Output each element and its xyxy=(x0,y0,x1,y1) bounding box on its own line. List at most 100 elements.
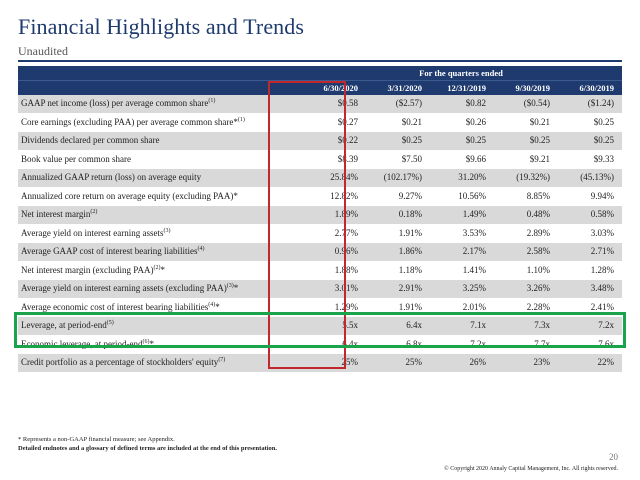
table-row: Leverage, at period-end(5) 5.5x 6.4x 7.1x 7.… xyxy=(18,317,622,336)
table-cell: 1.86% xyxy=(398,246,422,256)
table-cell: 0.96% xyxy=(334,246,358,256)
table-cell: 9.27% xyxy=(398,190,422,201)
table-cell: 2.01% xyxy=(462,301,486,312)
table-row: Core earnings (excluding PAA) per averag… xyxy=(18,114,622,132)
table-cell: 9.94% xyxy=(590,190,614,201)
table-cell: ($2.57) xyxy=(395,98,422,108)
row-endnote-ref: (3) xyxy=(226,283,234,289)
table-row: Economic leverage, at period-end(6)* 6.4x… xyxy=(18,336,622,354)
table-cell: $0.82 xyxy=(465,98,486,108)
row-endnote-ref: (1) xyxy=(208,98,216,104)
table-row: Net interest margin(2) 1.89% 0.18% 1.49% 0.4… xyxy=(18,206,622,225)
row-label-text: Economic leverage, at period-end xyxy=(21,338,143,349)
row-label-text: Dividends declared per common share xyxy=(21,135,160,145)
table-cell: 1.41% xyxy=(462,264,486,275)
row-label-text: Annualized GAAP return (loss) on average… xyxy=(21,172,202,182)
table-cell: $0.21 xyxy=(529,116,550,127)
row-label: Net interest margin (excluding PAA)(2)* xyxy=(21,262,165,280)
column-header: 12/31/2019 xyxy=(447,83,486,93)
table-cell: $7.50 xyxy=(401,153,422,164)
row-endnote-ref: (5) xyxy=(106,320,114,326)
table-cell: 10.56% xyxy=(458,190,486,201)
table-cell: (45.13%) xyxy=(580,172,614,182)
table-cell: $9.21 xyxy=(529,153,550,164)
table-row: Average yield on interest earning assets… xyxy=(18,225,622,243)
row-endnote-ref: (3) xyxy=(163,227,171,234)
table-cell: 6.4x xyxy=(342,338,358,349)
leverage-highlight-box xyxy=(14,312,626,348)
table-cell: 1.88% xyxy=(334,264,358,275)
row-label: Economic leverage, at period-end(6)* xyxy=(21,336,154,354)
table-cell: $0.25 xyxy=(465,135,486,145)
table-cell: 1.91% xyxy=(398,301,422,312)
table-cell: 6.8x xyxy=(406,338,422,349)
table-cell: 25% xyxy=(341,357,359,367)
row-label: Net interest margin(2) xyxy=(21,206,97,224)
table-cell: 3.03% xyxy=(590,227,614,238)
table-cell: 8.85% xyxy=(526,190,550,201)
row-label-text: Average yield on interest earning assets xyxy=(21,227,164,238)
table-cell: 6.4x xyxy=(406,320,422,330)
row-label-text: Credit portfolio as a percentage of stoc… xyxy=(21,357,219,367)
table-cell: $0.25 xyxy=(401,135,422,145)
row-label-text: Average economic cost of interest bearin… xyxy=(21,301,209,312)
column-header: 6/30/2019 xyxy=(579,83,614,93)
row-label: Core earnings (excluding PAA) per averag… xyxy=(21,114,245,132)
table-cell: 2.91% xyxy=(398,283,422,293)
non-gaap-marker: * xyxy=(149,338,154,349)
row-label: Average yield on interest earning assets… xyxy=(21,280,238,298)
table-cell: 2.28% xyxy=(526,301,550,312)
table-cell: 3.48% xyxy=(590,283,614,293)
table-cell: 1.28% xyxy=(590,264,614,275)
table-cell: 7.2x xyxy=(470,338,486,349)
non-gaap-marker: * xyxy=(233,283,239,293)
row-label-text: Core earnings (excluding PAA) per averag… xyxy=(21,116,238,127)
non-gaap-marker: * xyxy=(160,264,165,275)
period-caption: For the quarters ended xyxy=(419,68,503,78)
page-title: Financial Highlights and Trends xyxy=(18,14,305,39)
row-label: Book value per common share xyxy=(21,151,131,169)
row-label: Average economic cost of interest bearin… xyxy=(21,299,220,317)
table-cell: 7.1x xyxy=(470,320,486,330)
table-cell: 0.48% xyxy=(526,209,550,219)
row-endnote-ref: (4) xyxy=(208,301,216,308)
table-row: Average economic cost of interest bearin… xyxy=(18,299,622,317)
table-cell: 7.7x xyxy=(534,338,550,349)
table-cell: 2.58% xyxy=(526,246,550,256)
table-row: Average GAAP cost of interest bearing li… xyxy=(18,243,622,262)
table-cell: $0.25 xyxy=(529,135,550,145)
table-cell: 3.26% xyxy=(526,283,550,293)
row-label-text: Leverage, at period-end xyxy=(21,320,107,330)
row-label-text: Net interest margin (excluding PAA) xyxy=(21,264,154,275)
table-row: Book value per common share $8.39 $7.50 $9.… xyxy=(18,151,622,169)
table-cell: 1.29% xyxy=(334,301,358,312)
table-cell: $0.25 xyxy=(593,116,614,127)
table-cell: ($1.24) xyxy=(587,98,614,108)
row-endnote-ref: (6) xyxy=(142,338,150,345)
column-header: 6/30/2020 xyxy=(323,83,358,93)
table-cell: $0.25 xyxy=(593,135,614,145)
table-cell: 0.58% xyxy=(590,209,614,219)
table-cell: $8.39 xyxy=(337,153,358,164)
table-cell: 2.71% xyxy=(590,246,614,256)
table-cell: 1.18% xyxy=(398,264,422,275)
row-endnote-ref: (4) xyxy=(197,246,205,252)
table-cell: 23% xyxy=(533,357,551,367)
table-cell: 1.49% xyxy=(462,209,486,219)
row-label-text: Average GAAP cost of interest bearing li… xyxy=(21,246,198,256)
table-row: Average yield on interest earning assets… xyxy=(18,280,622,299)
table-cell: 2.41% xyxy=(590,301,614,312)
table-cell: 3.53% xyxy=(462,227,486,238)
row-label-text: Book value per common share xyxy=(21,153,131,164)
table-cell: 3.25% xyxy=(462,283,486,293)
row-label: Annualized core return on average equity… xyxy=(21,188,238,206)
table-cell: $0.21 xyxy=(401,116,422,127)
table-row: GAAP net income (loss) per average commo… xyxy=(18,95,622,114)
title-rule xyxy=(18,60,622,62)
table-cell: 2.77% xyxy=(334,227,358,238)
row-endnote-ref: (2) xyxy=(90,209,98,215)
non-gaap-footnote: * Represents a non-GAAP financial measur… xyxy=(18,436,175,443)
current-quarter-highlight-box xyxy=(268,81,346,369)
copyright: © Copyright 2020 Annaly Capital Manageme… xyxy=(444,466,618,472)
page-subtitle: Unaudited xyxy=(18,44,68,58)
